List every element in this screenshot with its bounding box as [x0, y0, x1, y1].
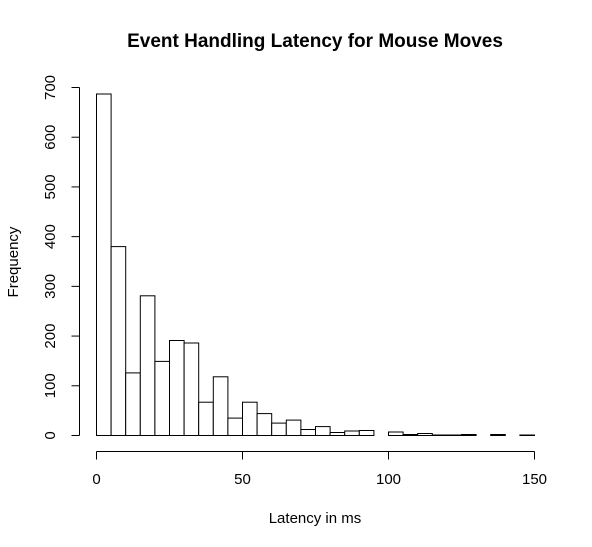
histogram-bar: [183, 342, 200, 436]
histogram-bar: [519, 434, 536, 436]
histogram-bar: [169, 340, 185, 436]
histogram-bar: [358, 430, 375, 436]
histogram-bar: [315, 426, 331, 437]
y-tick-label: 100: [42, 373, 59, 398]
histogram-bar: [344, 430, 360, 436]
histogram-bar: [212, 376, 229, 436]
y-tick-label: 500: [42, 174, 59, 199]
histogram-bar: [461, 434, 477, 436]
histogram-bar: [285, 419, 302, 437]
histogram-bar: [300, 429, 316, 436]
histogram-bar: [271, 422, 287, 437]
histogram-bar: [402, 434, 419, 436]
histogram-bar: [125, 372, 141, 436]
y-tick-label: 200: [42, 324, 59, 349]
histogram-bar: [242, 401, 258, 437]
histogram-bars: [96, 93, 536, 437]
y-tick-label: 400: [42, 224, 59, 249]
y-tick-label: 0: [42, 431, 59, 439]
x-tick-label: 150: [522, 471, 547, 488]
histogram-bar: [329, 432, 346, 436]
x-tick-label: 50: [234, 471, 251, 488]
histogram-bar: [96, 93, 112, 436]
x-tick-label: 0: [92, 471, 100, 488]
histogram-bar: [110, 246, 127, 436]
x-tick-label: 100: [376, 471, 401, 488]
histogram-bar: [490, 434, 506, 436]
histogram-bar: [388, 431, 404, 436]
y-tick-label: 700: [42, 75, 59, 100]
y-axis: 0 100 200 300 400 500 600 700: [42, 75, 80, 440]
x-axis: 0 50 100 150: [92, 451, 547, 488]
x-axis-label: Latency in ms: [269, 510, 362, 527]
histogram-bar: [417, 433, 433, 436]
y-tick-label: 300: [42, 274, 59, 299]
chart-title: Event Handling Latency for Mouse Moves: [127, 31, 503, 52]
y-tick-label: 600: [42, 125, 59, 150]
histogram-bar: [227, 417, 243, 437]
histogram-bar: [139, 295, 156, 436]
histogram-bar: [431, 434, 448, 436]
y-axis-label: Frequency: [5, 226, 22, 297]
histogram-bar: [154, 360, 170, 436]
histogram-bar: [256, 413, 273, 437]
histogram-bar: [198, 401, 214, 437]
histogram-bar: [446, 434, 462, 436]
